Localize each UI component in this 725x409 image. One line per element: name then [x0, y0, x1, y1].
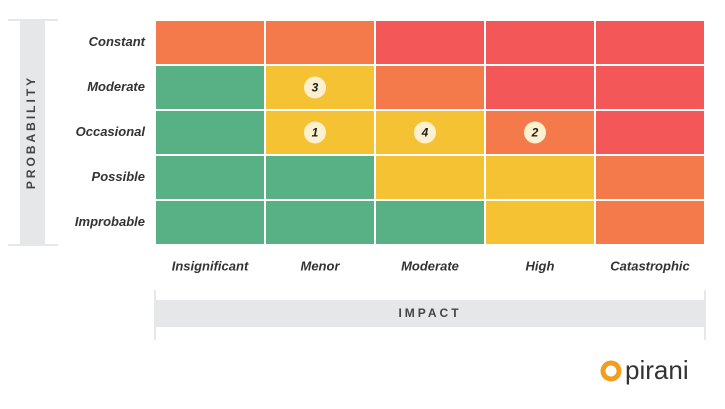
cell: [374, 154, 486, 201]
row-label: Occasional: [76, 124, 146, 139]
cell: [594, 154, 706, 201]
row-label: Constant: [89, 34, 146, 49]
column-label: High: [526, 258, 555, 273]
cell: [154, 19, 266, 66]
row-label: Moderate: [87, 79, 145, 94]
logo-icon: [600, 360, 622, 382]
cell: [154, 199, 266, 246]
cell: [484, 154, 596, 201]
cell: [594, 199, 706, 246]
cell: [154, 109, 266, 156]
cell: [264, 199, 376, 246]
cell: [484, 64, 596, 111]
column-label: Menor: [301, 258, 341, 273]
logo: pirani: [625, 355, 689, 385]
marker: [414, 121, 436, 144]
column-label: Insignificant: [172, 258, 249, 273]
marker: [524, 121, 546, 144]
cell: [154, 154, 266, 201]
cell: [374, 64, 486, 111]
cell: [484, 19, 596, 66]
marker-label: 1: [312, 126, 319, 140]
cell: [154, 64, 266, 111]
marker: [304, 76, 326, 99]
cell: [484, 199, 596, 246]
cell: [594, 19, 706, 66]
cell: [594, 64, 706, 111]
column-label: Moderate: [401, 258, 459, 273]
marker-label: 3: [312, 81, 319, 95]
cell: [264, 154, 376, 201]
cell: [374, 19, 486, 66]
probability-bar: [20, 20, 45, 245]
x-axis-title: IMPACT: [398, 306, 461, 320]
column-label: Catastrophic: [610, 258, 690, 273]
marker-label: 4: [421, 126, 429, 140]
impact-bar: [155, 300, 705, 327]
row-label: Improbable: [75, 214, 145, 229]
cell: [264, 19, 376, 66]
y-axis-title: PROBABILITY: [24, 75, 38, 189]
cell: [374, 199, 486, 246]
marker: [304, 121, 326, 144]
row-label: Possible: [92, 169, 145, 184]
marker-label: 2: [531, 126, 539, 140]
cell: [594, 109, 706, 156]
